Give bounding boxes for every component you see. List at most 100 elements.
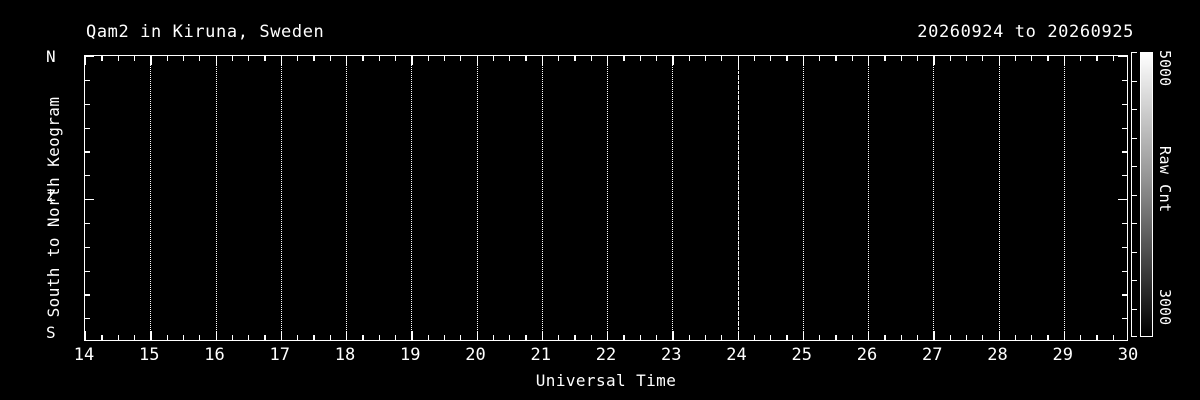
x-tick-label-30: 30 xyxy=(1117,345,1139,365)
x-major-tick-29 xyxy=(1063,331,1066,340)
x-major-tick-23 xyxy=(672,56,674,65)
x-minor-tick xyxy=(965,56,968,61)
keogram-plot-area xyxy=(84,55,1128,341)
x-minor-tick xyxy=(704,56,707,61)
x-minor-tick xyxy=(1031,56,1033,61)
x-minor-tick xyxy=(623,335,625,340)
colorbar-tick xyxy=(1131,308,1137,310)
x-major-tick-24 xyxy=(737,56,739,65)
y-minor-tick xyxy=(85,79,90,82)
y-minor-tick xyxy=(85,103,90,105)
x-minor-tick xyxy=(786,335,788,340)
x-minor-tick xyxy=(378,56,380,61)
x-tick-label-15: 15 xyxy=(139,345,160,365)
x-minor-tick xyxy=(770,56,772,61)
x-minor-tick xyxy=(721,335,723,340)
gridline-hour-29 xyxy=(1063,56,1065,340)
x-minor-tick xyxy=(835,335,837,340)
y-axis-title: South to North Keogram xyxy=(44,96,63,318)
colorbar-tick xyxy=(1131,251,1137,253)
x-major-tick-17 xyxy=(280,331,283,340)
x-major-tick-14 xyxy=(85,56,87,65)
x-minor-tick xyxy=(427,56,429,61)
x-minor-tick xyxy=(1080,56,1082,61)
x-minor-tick xyxy=(639,335,641,340)
x-major-tick-27 xyxy=(933,56,935,65)
x-minor-tick xyxy=(590,56,592,61)
x-minor-tick xyxy=(851,56,853,61)
y-minor-tick xyxy=(1122,151,1127,153)
x-minor-tick xyxy=(900,56,902,61)
x-minor-tick xyxy=(101,335,103,340)
day-boundary-line xyxy=(737,56,739,340)
gridline-hour-15 xyxy=(150,56,152,340)
x-minor-tick xyxy=(623,56,625,61)
y-major-tick-N xyxy=(1118,56,1127,58)
x-major-tick-18 xyxy=(346,56,348,65)
x-major-tick-20 xyxy=(476,331,478,340)
x-minor-tick xyxy=(916,335,919,340)
x-major-tick-28 xyxy=(998,56,1000,65)
x-minor-tick xyxy=(688,335,690,340)
x-tick-label-18: 18 xyxy=(334,345,356,365)
x-minor-tick xyxy=(1080,335,1082,340)
x-minor-tick xyxy=(248,56,250,61)
x-major-tick-26 xyxy=(868,331,870,340)
y-minor-tick xyxy=(85,246,90,248)
x-major-tick-17 xyxy=(280,56,283,65)
x-minor-tick xyxy=(753,56,756,61)
colorbar-tick xyxy=(1131,194,1137,196)
x-minor-tick xyxy=(835,56,837,61)
x-tick-label-24: 24 xyxy=(726,345,747,365)
colorbar-title: Raw Cnt xyxy=(1156,146,1174,213)
y-minor-tick xyxy=(1122,103,1127,105)
x-tick-label-26: 26 xyxy=(856,345,878,365)
gridline-hour-19 xyxy=(411,56,413,340)
colorbar-tick xyxy=(1131,166,1137,168)
gridline-hour-26 xyxy=(868,56,869,340)
date-range-label: 20260924 to 20260925 xyxy=(917,22,1134,42)
colorbar-tick xyxy=(1131,137,1137,139)
x-tick-label-22: 22 xyxy=(595,345,617,365)
x-major-tick-19 xyxy=(411,56,413,65)
x-minor-tick xyxy=(460,335,462,340)
x-tick-label-21: 21 xyxy=(530,345,551,365)
x-minor-tick xyxy=(329,56,331,61)
x-major-tick-29 xyxy=(1063,56,1066,65)
x-tick-label-16: 16 xyxy=(204,345,225,365)
x-minor-tick xyxy=(443,56,446,61)
x-tick-label-14: 14 xyxy=(73,345,95,365)
x-minor-tick xyxy=(297,56,299,61)
x-major-tick-15 xyxy=(150,56,152,65)
y-tick-label-north: N xyxy=(46,47,56,66)
x-major-tick-19 xyxy=(411,331,413,340)
y-minor-tick xyxy=(1122,246,1127,248)
x-minor-tick xyxy=(362,56,364,61)
x-minor-tick xyxy=(851,335,853,340)
x-minor-tick xyxy=(982,56,984,61)
x-minor-tick xyxy=(117,56,119,61)
x-tick-label-25: 25 xyxy=(791,345,812,365)
x-minor-tick xyxy=(884,335,886,340)
gridline-hour-23 xyxy=(672,56,674,340)
gridline-hour-27 xyxy=(933,56,935,340)
colorbar-gradient xyxy=(1140,52,1153,337)
x-minor-tick xyxy=(1047,335,1049,340)
x-tick-label-19: 19 xyxy=(400,345,421,365)
x-minor-tick xyxy=(786,56,788,61)
y-minor-tick xyxy=(1122,270,1127,272)
colorbar-tick xyxy=(1131,335,1137,337)
y-minor-tick xyxy=(85,151,90,153)
x-minor-tick xyxy=(133,56,136,61)
x-minor-tick xyxy=(574,56,576,61)
x-major-tick-25 xyxy=(802,56,805,65)
x-major-tick-23 xyxy=(672,331,674,340)
x-minor-tick xyxy=(313,56,315,61)
x-major-tick-28 xyxy=(998,331,1000,340)
x-major-tick-27 xyxy=(933,331,935,340)
x-minor-tick xyxy=(704,335,707,340)
y-minor-tick xyxy=(1122,127,1127,129)
colorbar-tick xyxy=(1131,223,1137,225)
x-minor-tick xyxy=(688,56,690,61)
